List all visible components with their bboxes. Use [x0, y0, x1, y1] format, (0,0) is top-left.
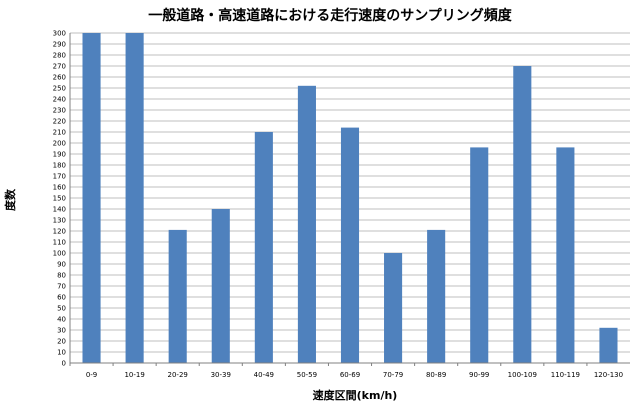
y-tick-label: 80: [57, 272, 66, 280]
y-tick-label: 40: [57, 316, 66, 324]
x-axis-title: 速度区間(km/h): [313, 388, 398, 402]
y-tick-label: 270: [53, 63, 66, 71]
y-tick-label: 230: [53, 107, 66, 115]
chart-title: 一般道路・高速道路における走行速度のサンプリング頻度: [148, 7, 513, 24]
y-tick-label: 150: [53, 195, 66, 203]
y-tick-label: 300: [53, 30, 66, 38]
bar-40-49: [254, 132, 273, 363]
axes: [69, 33, 630, 364]
y-tick-label: 250: [53, 85, 66, 93]
x-tick-label: 30-39: [211, 371, 231, 379]
x-tick-label: 50-59: [297, 371, 317, 379]
y-tick-label: 160: [53, 184, 66, 192]
bars: [82, 33, 618, 364]
x-tick-labels: 0-9 10-19 20-29 30-39 40-49 50-59 60-69 70-79 80…: [69, 363, 623, 379]
x-tick-label: 110-119: [551, 371, 580, 379]
y-tick-label: 210: [53, 129, 66, 137]
bar-110-119: [556, 147, 575, 363]
y-tick-label: 140: [53, 206, 66, 214]
y-tick-label: 180: [53, 162, 66, 170]
y-tick-label: 0: [62, 360, 66, 368]
y-tick-label: 220: [53, 118, 66, 126]
y-tick-label: 280: [53, 52, 66, 60]
y-tick-label: 60: [57, 294, 66, 302]
bar-60-69: [340, 127, 360, 363]
y-tick-labels: 0 10 20 30 40 50 60 70 80 90 100 110 120 130 140 150 160…: [53, 30, 66, 368]
bar-100-109: [513, 66, 532, 363]
bar-20-29: [168, 229, 187, 363]
y-tick-label: 70: [57, 283, 66, 291]
y-tick-label: 190: [53, 151, 66, 159]
y-tick-label: 200: [53, 140, 66, 148]
y-tick-label: 260: [53, 74, 66, 82]
bar-0-9: [82, 33, 101, 363]
bar-80-89: [427, 229, 446, 363]
x-tick-label: 20-29: [168, 371, 188, 379]
y-tick-label: 110: [53, 239, 66, 247]
bar-10-19: [125, 33, 144, 363]
y-tick-label: 20: [57, 338, 66, 346]
y-tick-label: 170: [53, 173, 66, 181]
bar-30-39: [211, 209, 230, 363]
y-tick-label: 90: [57, 261, 66, 269]
x-tick-label: 80-89: [426, 371, 446, 379]
x-tick-label: 90-99: [469, 371, 489, 379]
bar-50-59: [297, 85, 316, 364]
y-tick-label: 120: [53, 228, 66, 236]
y-tick-label: 100: [53, 250, 66, 258]
bar-90-99: [470, 147, 489, 363]
y-tick-label: 290: [53, 41, 66, 49]
x-tick-label: 60-69: [340, 371, 360, 379]
y-tick-label: 130: [53, 217, 66, 225]
y-axis-title: 度数: [3, 188, 17, 211]
x-tick-label: 0-9: [86, 371, 97, 379]
bar-70-79: [384, 253, 403, 363]
y-tick-label: 240: [53, 96, 66, 104]
bar-120-130: [599, 327, 618, 363]
x-tick-label: 70-79: [383, 371, 403, 379]
y-tick-label: 30: [57, 327, 66, 335]
y-tick-label: 50: [57, 305, 66, 313]
x-tick-label: 120-130: [594, 371, 623, 379]
x-tick-label: 40-49: [254, 371, 274, 379]
y-tick-label: 10: [57, 349, 66, 357]
x-tick-label: 10-19: [124, 371, 144, 379]
x-tick-label: 100-109: [508, 371, 537, 379]
